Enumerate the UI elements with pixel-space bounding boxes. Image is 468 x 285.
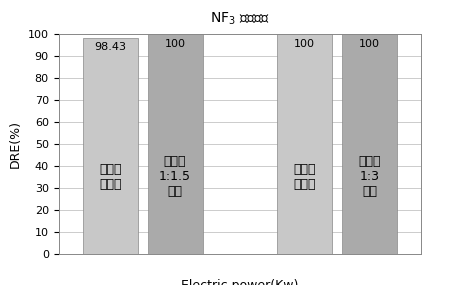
X-axis label: Electric power(Kw): Electric power(Kw) xyxy=(181,279,299,285)
Text: 수증기
1:1.5
첨가: 수증기 1:1.5 첨가 xyxy=(159,155,191,198)
Bar xyxy=(277,34,332,254)
Text: 수증기
1:3
첨가: 수증기 1:3 첨가 xyxy=(358,155,380,198)
Text: 수증기
무첨가: 수증기 무첨가 xyxy=(293,163,316,191)
Bar xyxy=(147,34,203,254)
Text: 98.43: 98.43 xyxy=(95,42,126,52)
Bar xyxy=(342,34,397,254)
Text: 수증기
무첨가: 수증기 무첨가 xyxy=(99,163,122,191)
Text: 100: 100 xyxy=(165,38,186,48)
Y-axis label: DRE(%): DRE(%) xyxy=(9,120,22,168)
Text: 100: 100 xyxy=(294,38,315,48)
Title: NF$_3$ 분해효율: NF$_3$ 분해효율 xyxy=(210,11,270,27)
Bar xyxy=(83,38,138,254)
Text: 100: 100 xyxy=(359,38,380,48)
